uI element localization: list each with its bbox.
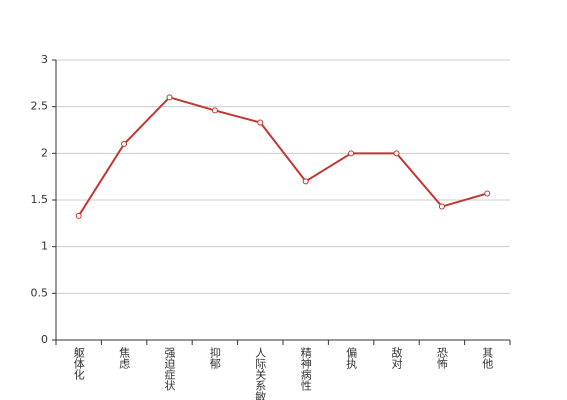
x-tick-label: 躯体化 [72,347,85,381]
point [393,150,400,157]
x-tick-label: 其他 [481,347,494,369]
point [484,190,491,197]
y-tick-label: 0.5 [31,286,49,299]
x-tick-label: 精神病性 [299,347,312,392]
y-tick-label: 1 [41,240,48,253]
point [302,178,309,185]
point [121,141,128,147]
series-line [77,96,488,217]
x-tick-label: 强迫症状 [163,347,176,391]
y-tick-label: 1.5 [31,193,49,206]
point [166,94,173,101]
x-tick-label: 敌对 [390,346,403,369]
point [257,119,264,126]
y-tick-label: 0 [41,333,48,346]
x-tick-label: 偏执 [345,346,358,370]
x-tick-label: 焦虑 [118,347,131,369]
y-tick-label: 2 [41,146,48,159]
point [211,107,218,114]
point [438,203,445,210]
y-tick-label: 2.5 [31,100,49,113]
x-tick-label: 人际关系敏感 [254,347,267,400]
y-tick-label: 3 [41,53,48,66]
point [348,150,355,157]
x-tick-label: 恐怖 [435,347,448,369]
point [75,212,82,219]
x-tick-label: 抑郁 [208,346,221,369]
